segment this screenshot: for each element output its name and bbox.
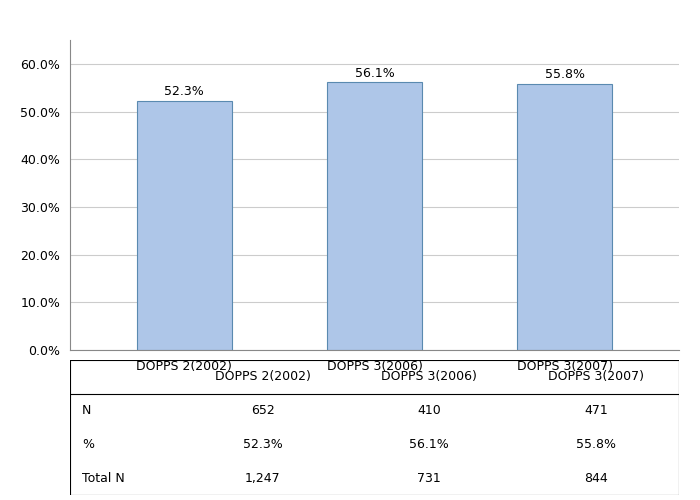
Text: Total N: Total N bbox=[82, 472, 125, 484]
Text: 56.1%: 56.1% bbox=[355, 67, 394, 80]
Text: 410: 410 bbox=[417, 404, 441, 417]
Text: 731: 731 bbox=[417, 472, 441, 484]
Bar bbox=[327, 82, 422, 350]
Text: 52.3%: 52.3% bbox=[164, 85, 204, 98]
Text: 652: 652 bbox=[251, 404, 274, 417]
Text: 844: 844 bbox=[584, 472, 608, 484]
Text: 56.1%: 56.1% bbox=[410, 438, 449, 451]
Text: 55.8%: 55.8% bbox=[545, 68, 584, 82]
Bar bbox=[136, 100, 232, 350]
Bar bbox=[517, 84, 612, 350]
Text: DOPPS 3(2007): DOPPS 3(2007) bbox=[548, 370, 644, 384]
Text: %: % bbox=[82, 438, 94, 451]
Text: N: N bbox=[82, 404, 92, 417]
Text: 471: 471 bbox=[584, 404, 608, 417]
Text: 55.8%: 55.8% bbox=[576, 438, 616, 451]
Text: DOPPS 2(2002): DOPPS 2(2002) bbox=[215, 370, 311, 384]
Text: DOPPS 3(2006): DOPPS 3(2006) bbox=[382, 370, 477, 384]
Text: 52.3%: 52.3% bbox=[243, 438, 283, 451]
Text: 1,247: 1,247 bbox=[245, 472, 281, 484]
